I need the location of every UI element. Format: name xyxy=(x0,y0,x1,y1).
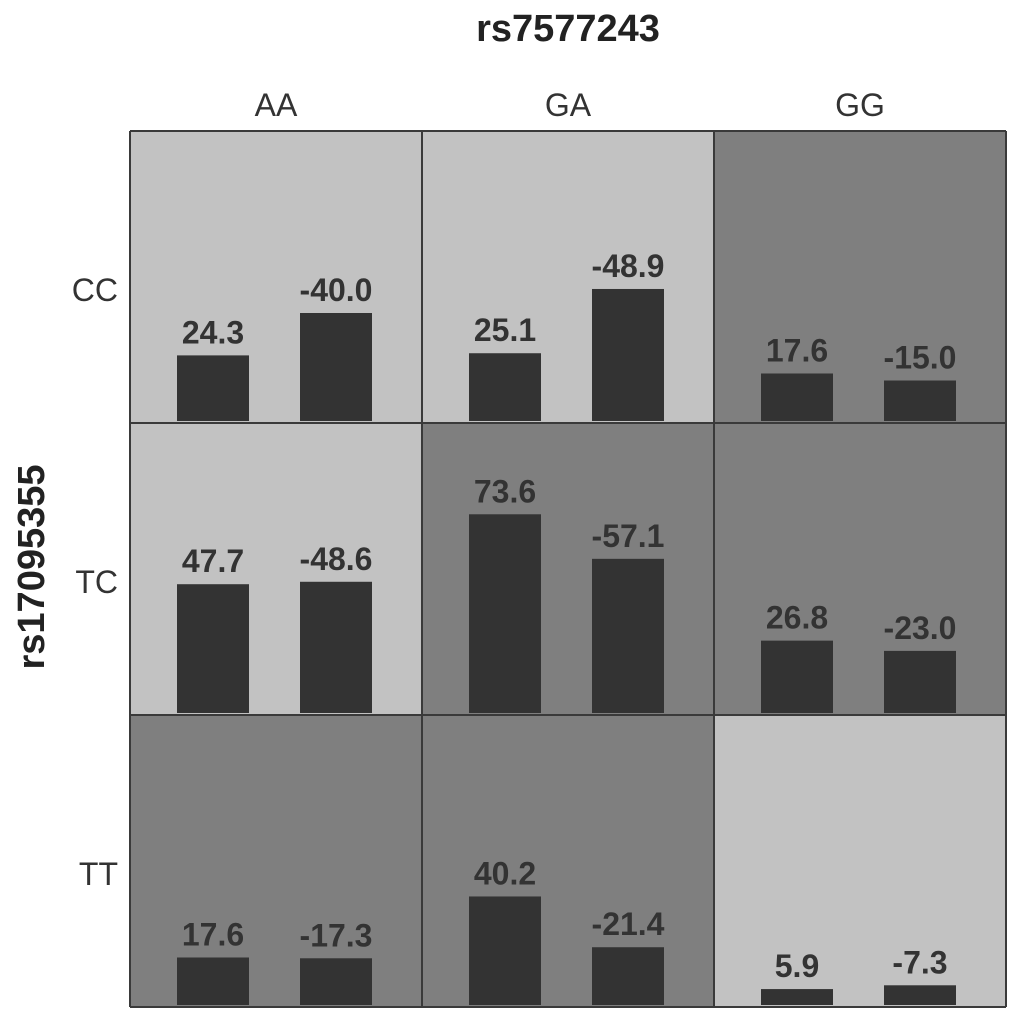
cell-background-tc-aa xyxy=(130,423,422,715)
value-label-tc-ga-1: 73.6 xyxy=(474,473,536,509)
y-axis-title: rs17095355 xyxy=(11,465,53,670)
value-label-tt-ga-1: 40.2 xyxy=(474,855,536,891)
column-label-aa: AA xyxy=(255,87,298,123)
bar-tc-aa-1 xyxy=(177,584,249,713)
chart-title: rs7577243 xyxy=(476,8,660,50)
row-label-tt: TT xyxy=(79,856,118,892)
value-label-tc-gg-1: 26.8 xyxy=(766,600,828,636)
cell-background-tc-ga xyxy=(422,423,714,715)
cell-background-tt-gg xyxy=(714,715,1006,1007)
value-label-tt-gg-2: -7.3 xyxy=(892,944,947,980)
cell-background-cc-gg xyxy=(714,131,1006,423)
column-label-ga: GA xyxy=(545,87,592,123)
bar-tc-aa-2 xyxy=(300,581,372,713)
value-label-tt-ga-2: -21.4 xyxy=(592,906,665,942)
bar-cc-gg-1 xyxy=(761,373,833,421)
value-label-tt-aa-1: 17.6 xyxy=(182,916,244,952)
value-label-cc-ga-2: -48.9 xyxy=(592,248,665,284)
bar-tc-ga-2 xyxy=(592,558,664,713)
column-label-gg: GG xyxy=(835,87,885,123)
bar-tc-gg-1 xyxy=(761,640,833,713)
value-label-tt-aa-2: -17.3 xyxy=(300,917,373,953)
bar-cc-ga-2 xyxy=(592,288,664,421)
cell-background-tt-aa xyxy=(130,715,422,1007)
bar-tt-ga-1 xyxy=(469,896,541,1005)
bar-cc-ga-1 xyxy=(469,353,541,421)
bar-tc-ga-1 xyxy=(469,514,541,713)
value-label-cc-ga-1: 25.1 xyxy=(474,312,536,348)
value-label-tc-aa-2: -48.6 xyxy=(300,541,373,577)
cell-background-tt-ga xyxy=(422,715,714,1007)
bar-tt-gg-2 xyxy=(884,985,956,1005)
value-label-cc-aa-1: 24.3 xyxy=(182,314,244,350)
bar-cc-aa-2 xyxy=(300,313,372,421)
value-label-cc-gg-1: 17.6 xyxy=(766,332,828,368)
value-label-cc-aa-2: -40.0 xyxy=(300,272,373,308)
panel-grid: AA GA GG CC TC TT 24.3 -40.0 25.1 -48.9 17.6 -15.0 4… xyxy=(72,87,1007,1008)
row-label-cc: CC xyxy=(72,272,118,308)
value-label-tc-ga-2: -57.1 xyxy=(592,518,665,554)
value-label-cc-gg-2: -15.0 xyxy=(884,340,957,376)
row-label-tc: TC xyxy=(75,564,118,600)
bar-tt-gg-1 xyxy=(761,989,833,1005)
value-label-tt-gg-1: 5.9 xyxy=(775,948,819,984)
cell-background-cc-aa xyxy=(130,131,422,423)
value-label-tc-gg-2: -23.0 xyxy=(884,610,957,646)
value-label-tc-aa-1: 47.7 xyxy=(182,543,244,579)
bar-tt-aa-1 xyxy=(177,957,249,1005)
bar-cc-aa-1 xyxy=(177,355,249,421)
bar-tc-gg-2 xyxy=(884,650,956,713)
bar-tt-aa-2 xyxy=(300,958,372,1005)
bar-tt-ga-2 xyxy=(592,947,664,1005)
cell-background-tc-gg xyxy=(714,423,1006,715)
bar-cc-gg-2 xyxy=(884,380,956,421)
cell-background-cc-ga xyxy=(422,131,714,423)
